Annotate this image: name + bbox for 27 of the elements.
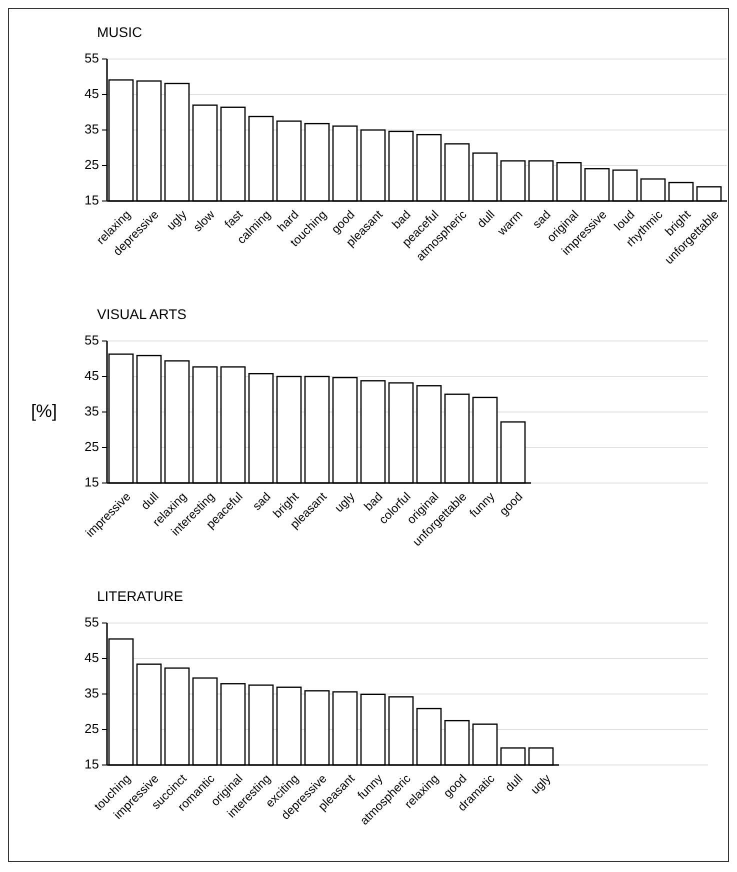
y-tick-label: 35 [84,403,99,418]
y-tick-label: 15 [84,474,99,490]
y-tick-label: 55 [84,50,99,66]
x-tick-label: ugly [528,771,554,797]
chart-title: MUSIC [97,24,142,40]
chart-title: VISUAL ARTS [97,306,186,322]
x-tick-label: bad [361,489,386,514]
y-tick-label: 45 [84,86,99,101]
y-tick-label: 15 [84,756,99,772]
y-tick-label: 45 [84,650,99,665]
x-tick-label: sad [530,207,554,232]
y-tick-label: 35 [84,121,99,136]
y-tick-label: 55 [84,332,99,348]
y-tick-label: 25 [84,156,99,172]
x-tick-label: dull [502,771,526,795]
x-tick-label: dull [474,207,498,231]
y-tick-label: 55 [84,614,99,630]
x-tick-label: ugly [164,207,190,233]
x-tick-label: ugly [332,489,358,515]
x-tick-label: sad [250,489,274,514]
y-axis-title: [%] [31,400,58,421]
chart-title: LITERATURE [97,588,184,604]
y-tick-label: 35 [84,685,99,700]
y-tick-label: 25 [84,438,99,454]
y-tick-label: 15 [84,192,99,208]
y-tick-label: 45 [84,368,99,383]
y-tick-label: 25 [84,720,99,736]
